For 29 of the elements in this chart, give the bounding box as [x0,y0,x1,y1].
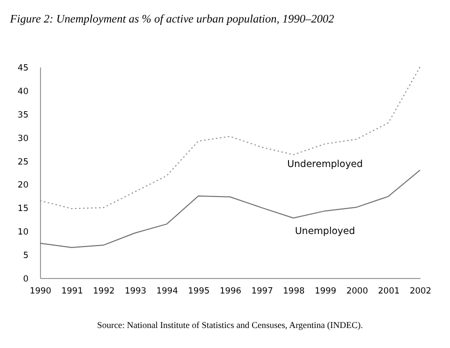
y-tick-label: 0 [23,274,28,284]
x-tick-label: 1999 [314,286,336,296]
y-tick-label: 10 [18,228,28,238]
y-tick-label: 35 [18,110,28,120]
series-label: Unemployed [294,226,356,237]
x-tick-label: 2000 [346,286,368,296]
x-tick-label: 1993 [124,286,146,296]
x-tick-label: 1996 [220,286,242,296]
y-tick-label: 5 [23,251,28,262]
line-series [40,66,420,210]
x-tick-label: 1995 [188,286,210,296]
x-tick-label: 1997 [251,286,273,296]
y-tick-label: 15 [18,204,28,214]
x-tick-label: 2002 [410,286,432,296]
x-tick-label: 2001 [378,286,400,296]
y-tick-label: 45 [18,64,28,74]
chart-title: Figure 2: Unemployment as % of active urban population, 1990–2002 [9,14,334,26]
source-note: Source: National Institute of Statistics and Censuses, Argentina (INDEC). [97,320,363,330]
y-tick-label: 40 [18,86,28,97]
x-tick-label: 1994 [156,286,178,296]
x-tick-label: 1991 [61,286,83,296]
line-series [40,170,420,248]
series-label: Underemployed [287,158,363,170]
x-tick-label: 1990 [30,286,52,296]
y-tick-label: 20 [18,180,28,191]
y-tick-label: 25 [18,157,28,168]
x-tick-label: 1998 [283,286,305,296]
x-tick-label: 1992 [93,286,115,296]
y-tick-label: 30 [18,134,28,144]
